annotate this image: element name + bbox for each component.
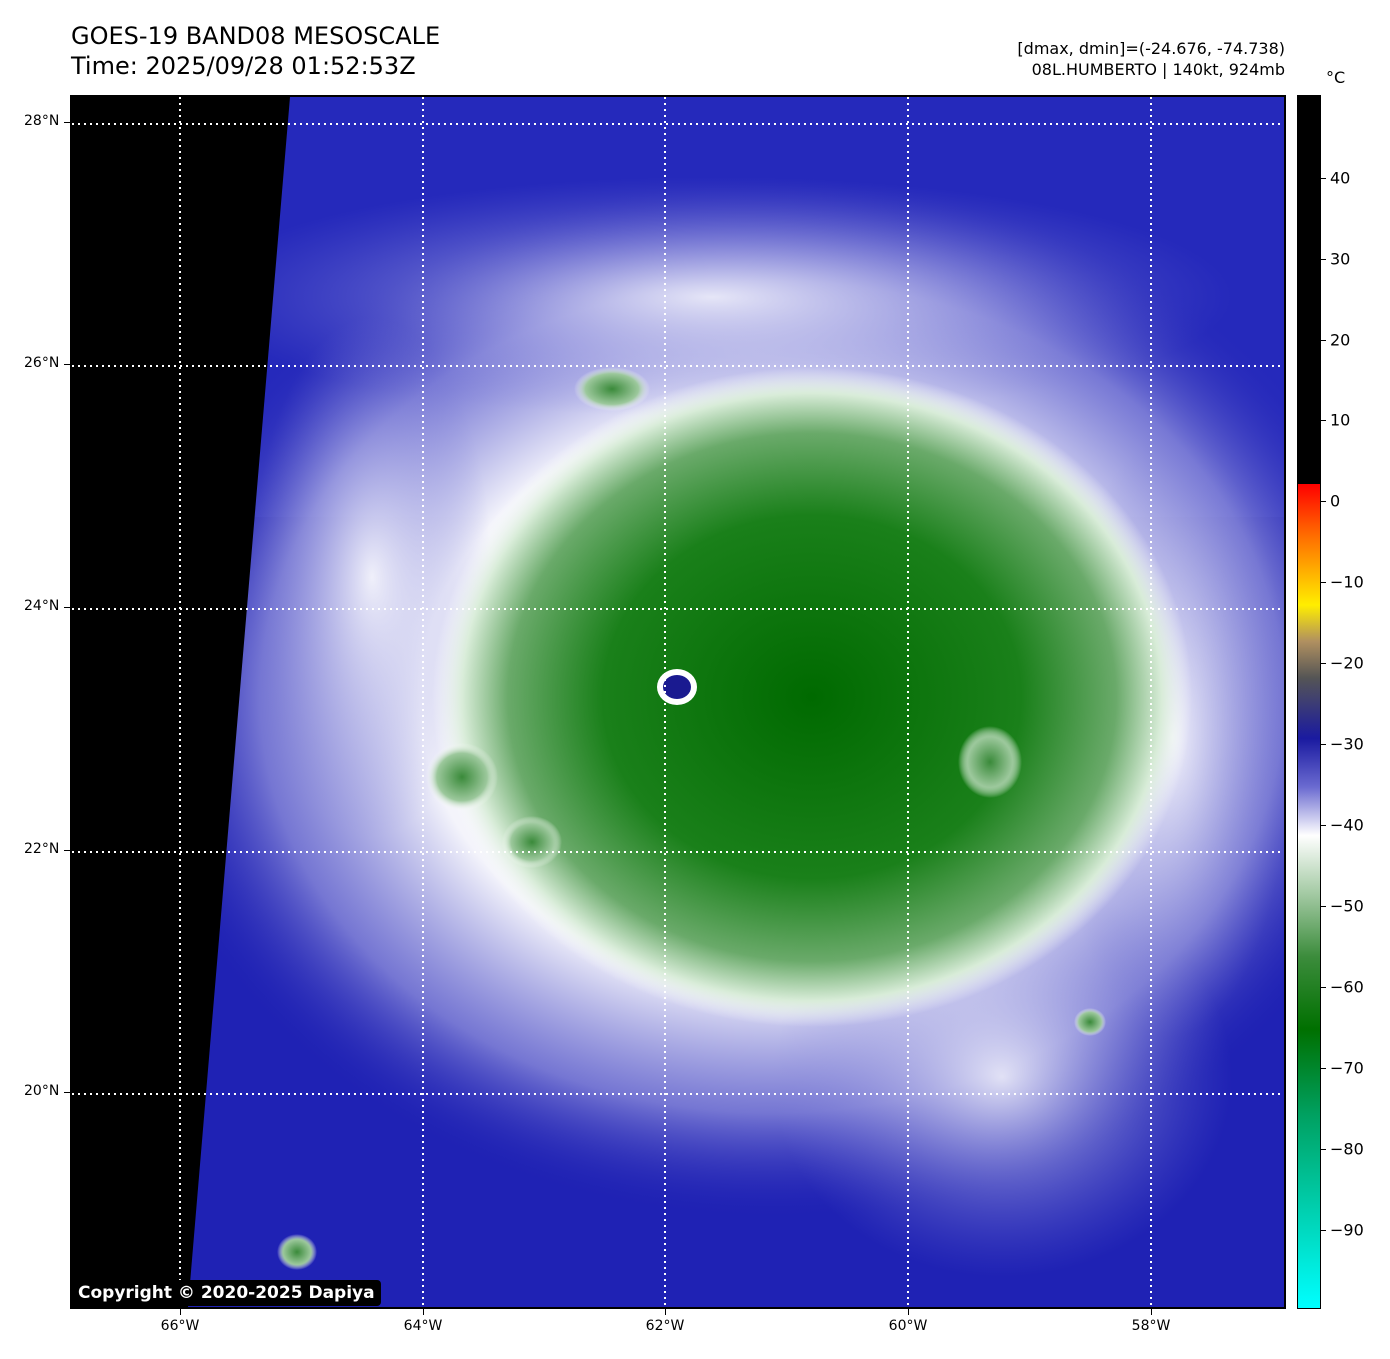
colorbar-label: 30 bbox=[1330, 249, 1351, 269]
colorbar-label: 10 bbox=[1330, 410, 1351, 430]
lat-tick bbox=[64, 607, 70, 608]
title-line-2: Time: 2025/09/28 01:52:53Z bbox=[71, 52, 416, 80]
info-dmax-dmin: [dmax, dmin]=(-24.676, -74.738) bbox=[1017, 39, 1285, 58]
colorbar-tick bbox=[1321, 259, 1326, 260]
colorbar-tick bbox=[1321, 987, 1326, 988]
colorbar-label: −30 bbox=[1330, 734, 1364, 754]
colorbar-tick bbox=[1321, 1230, 1326, 1231]
lon-label-64w: 64°W bbox=[403, 1318, 443, 1334]
colorbar-label: −90 bbox=[1330, 1220, 1364, 1240]
lat-label-28n: 28°N bbox=[24, 113, 60, 129]
lat-tick bbox=[64, 122, 70, 123]
lat-label-22n: 22°N bbox=[24, 841, 60, 857]
lat-tick bbox=[64, 1092, 70, 1093]
western-band bbox=[252, 317, 492, 837]
colorbar-tick bbox=[1321, 744, 1326, 745]
colorbar-label: −40 bbox=[1330, 815, 1364, 835]
colorbar bbox=[1297, 95, 1321, 1309]
no-data-region bbox=[72, 97, 290, 1307]
lat-label-26n: 26°N bbox=[24, 355, 60, 371]
storm-info: [dmax, dmin]=(-24.676, -74.738) 08L.HUMB… bbox=[1017, 38, 1285, 80]
convective-cell bbox=[426, 743, 498, 811]
convective-cell bbox=[958, 726, 1022, 798]
convective-cell bbox=[574, 367, 650, 411]
lon-label-66w: 66°W bbox=[160, 1318, 200, 1334]
title-line-1: GOES-19 BAND08 MESOSCALE bbox=[71, 22, 441, 50]
lat-tick bbox=[64, 364, 70, 365]
lon-tick bbox=[908, 1309, 909, 1315]
colorbar-label: −50 bbox=[1330, 896, 1364, 916]
colorbar-tick bbox=[1321, 825, 1326, 826]
colorbar-tick bbox=[1321, 582, 1326, 583]
convective-cell bbox=[1074, 1008, 1106, 1036]
lon-tick bbox=[665, 1309, 666, 1315]
lon-tick bbox=[423, 1309, 424, 1315]
colorbar-unit: °C bbox=[1326, 68, 1346, 87]
colorbar-label: 40 bbox=[1330, 168, 1351, 188]
eye bbox=[663, 675, 691, 699]
colorbar-tick bbox=[1321, 340, 1326, 341]
lon-label-60w: 60°W bbox=[888, 1318, 928, 1334]
satellite-image bbox=[70, 95, 1286, 1309]
lon-label-62w: 62°W bbox=[645, 1318, 685, 1334]
colorbar-label: −80 bbox=[1330, 1139, 1364, 1159]
copyright-badge: Copyright © 2020-2025 Dapiya bbox=[72, 1280, 381, 1306]
lon-tick bbox=[1151, 1309, 1152, 1315]
colorbar-tick bbox=[1321, 420, 1326, 421]
colorbar-label: −20 bbox=[1330, 653, 1364, 673]
chart-title: GOES-19 BAND08 MESOSCALE Time: 2025/09/2… bbox=[71, 21, 440, 81]
colorbar-label: 20 bbox=[1330, 330, 1351, 350]
lon-label-58w: 58°W bbox=[1131, 1318, 1171, 1334]
northern-band bbox=[192, 177, 1232, 417]
colorbar-label: −10 bbox=[1330, 572, 1364, 592]
colorbar-tick bbox=[1321, 906, 1326, 907]
lat-label-20n: 20°N bbox=[24, 1083, 60, 1099]
colorbar-tick bbox=[1321, 1068, 1326, 1069]
colorbar-tick bbox=[1321, 1149, 1326, 1150]
graticule bbox=[72, 97, 1284, 1307]
lon-tick bbox=[180, 1309, 181, 1315]
colorbar-label: 0 bbox=[1330, 491, 1341, 511]
satellite-imagery-svg bbox=[72, 97, 1284, 1307]
info-storm: 08L.HUMBERTO | 140kt, 924mb bbox=[1031, 60, 1285, 79]
colorbar-label: −70 bbox=[1330, 1058, 1364, 1078]
colorbar-label: −60 bbox=[1330, 977, 1364, 997]
central-dense-overcast bbox=[432, 367, 1192, 1027]
lat-tick bbox=[64, 850, 70, 851]
convective-cell bbox=[277, 1234, 317, 1270]
convective-cell bbox=[502, 816, 562, 868]
colorbar-tick bbox=[1321, 178, 1326, 179]
colorbar-tick bbox=[1321, 663, 1326, 664]
colorbar-tick bbox=[1321, 501, 1326, 502]
lat-label-24n: 24°N bbox=[24, 598, 60, 614]
